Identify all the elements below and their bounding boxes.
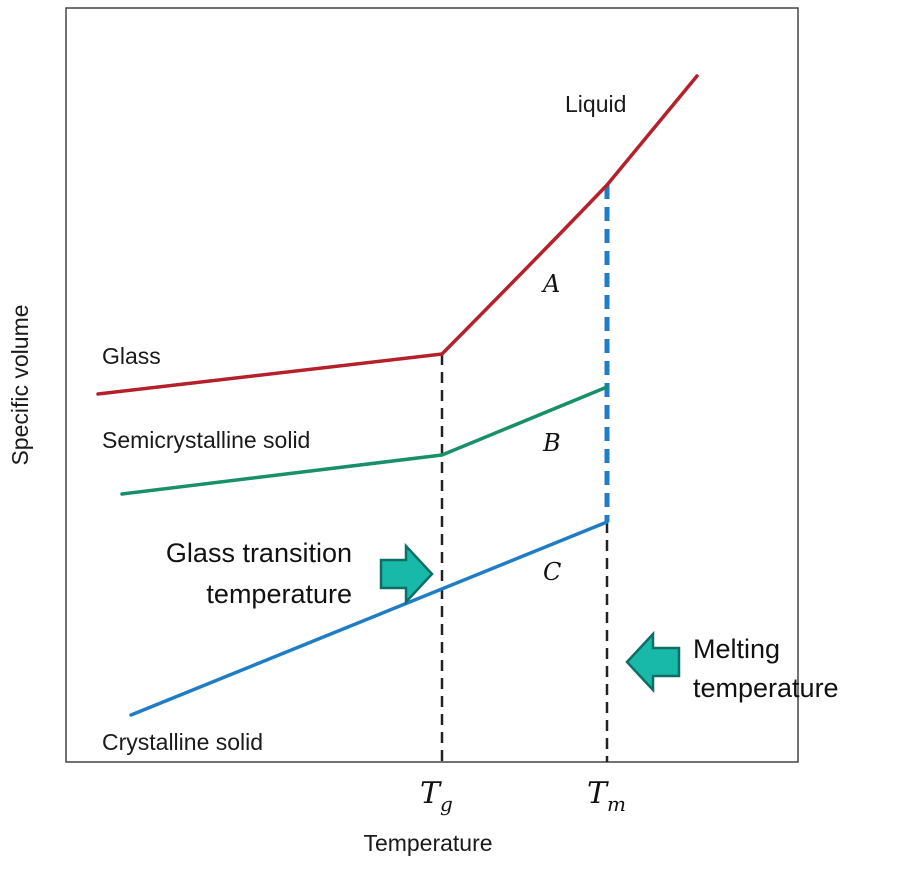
tm-tick-sub: m [607, 792, 626, 816]
liquid-label: Liquid [565, 91, 626, 117]
region-b-label: B [542, 429, 561, 457]
plot-frame [65, 7, 799, 763]
x-axis-label: Temperature [363, 830, 492, 856]
region-a-label: A [541, 270, 560, 298]
tg-tick-label: Tg [420, 776, 453, 816]
crystalline-label: Crystalline solid [102, 729, 263, 755]
glass-label: Glass [102, 343, 161, 369]
melting-line1: Melting [693, 634, 780, 664]
semicrystalline-curve [120, 385, 609, 496]
crystalline-curve [129, 520, 609, 717]
semicrystalline-label: Semicrystalline solid [102, 427, 310, 453]
y-axis-label: Specific volume [7, 304, 33, 465]
tm-tick-label: Tm [587, 776, 626, 816]
melting-arrow-icon [625, 630, 681, 694]
glass-transition-line2: temperature [206, 579, 352, 609]
melting-line2: temperature [693, 673, 839, 703]
region-c-label: C [543, 558, 561, 586]
glass-liquid-curve [96, 74, 699, 396]
glass-transition-line1: Glass transition [166, 538, 352, 568]
tg-tick-main: T [420, 776, 442, 811]
tm-tick-main: T [587, 776, 609, 811]
glass-transition-arrow-icon [379, 542, 434, 606]
tg-tick-sub: g [440, 792, 453, 816]
